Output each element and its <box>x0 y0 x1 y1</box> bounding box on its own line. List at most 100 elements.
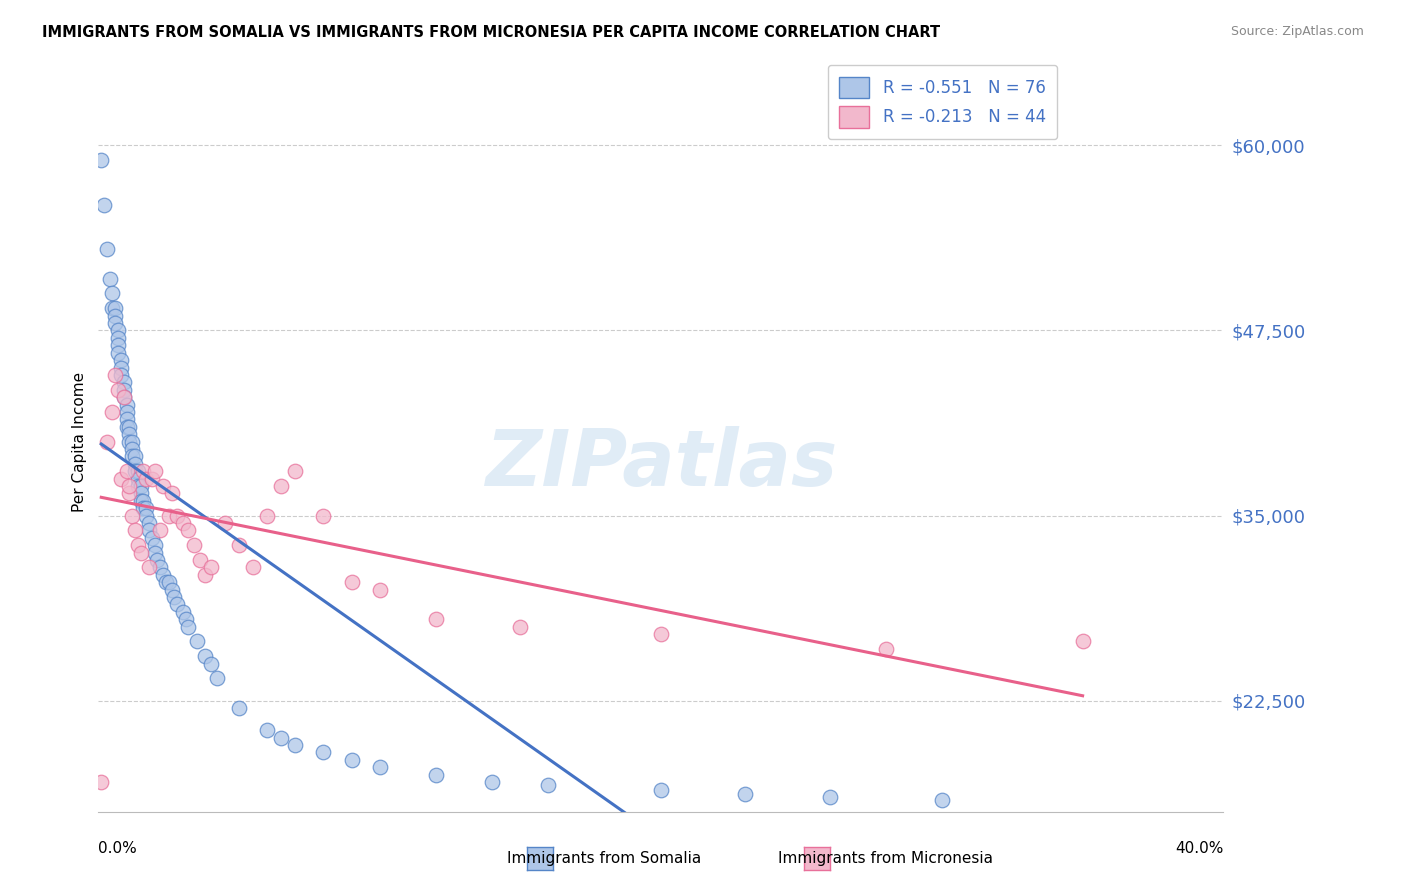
Point <box>96 242 118 256</box>
Point <box>132 464 155 478</box>
Point <box>121 442 143 456</box>
Point <box>650 627 672 641</box>
Point <box>127 464 149 478</box>
Point <box>124 450 146 464</box>
Point <box>183 538 205 552</box>
Point <box>368 760 391 774</box>
Point <box>121 450 143 464</box>
Point <box>155 575 177 590</box>
Point <box>112 390 135 404</box>
Point <box>143 546 166 560</box>
Point <box>425 767 447 781</box>
Point <box>129 479 152 493</box>
Point <box>115 405 138 419</box>
Point <box>875 641 897 656</box>
Point <box>104 316 127 330</box>
Point <box>124 464 146 478</box>
Point <box>115 419 138 434</box>
Point <box>152 479 174 493</box>
Point <box>118 427 141 442</box>
Point <box>143 464 166 478</box>
Point <box>194 567 217 582</box>
Text: ZIPatlas: ZIPatlas <box>485 425 837 502</box>
Point <box>115 412 138 426</box>
Point <box>186 634 208 648</box>
Point <box>132 501 155 516</box>
Point <box>172 605 194 619</box>
Point <box>242 560 264 574</box>
Text: IMMIGRANTS FROM SOMALIA VS IMMIGRANTS FROM MICRONESIA PER CAPITA INCOME CORRELAT: IMMIGRANTS FROM SOMALIA VS IMMIGRANTS FR… <box>42 25 941 40</box>
Point <box>157 575 180 590</box>
Point <box>177 524 200 538</box>
Point <box>146 553 169 567</box>
Point <box>256 508 278 523</box>
Text: Source: ZipAtlas.com: Source: ZipAtlas.com <box>1230 25 1364 38</box>
Point <box>174 612 197 626</box>
Point <box>132 493 155 508</box>
Point <box>509 619 531 633</box>
Text: 0.0%: 0.0% <box>98 841 138 856</box>
Point <box>228 701 250 715</box>
Point <box>194 649 217 664</box>
Point <box>172 516 194 530</box>
Point <box>152 567 174 582</box>
Point <box>110 353 132 368</box>
Point <box>129 493 152 508</box>
Point <box>138 560 160 574</box>
Point <box>734 787 756 801</box>
Point <box>143 538 166 552</box>
Point <box>1071 634 1094 648</box>
Point <box>270 479 292 493</box>
Point <box>160 486 183 500</box>
Point <box>93 197 115 211</box>
Point <box>107 324 129 338</box>
Point <box>121 508 143 523</box>
Point <box>200 560 222 574</box>
Point <box>96 434 118 449</box>
Point <box>166 508 188 523</box>
Point <box>101 405 124 419</box>
Point <box>127 479 149 493</box>
Point <box>177 619 200 633</box>
Point <box>127 471 149 485</box>
Point <box>121 434 143 449</box>
Point <box>481 775 503 789</box>
Point <box>118 419 141 434</box>
Point <box>112 390 135 404</box>
Point <box>129 486 152 500</box>
Point <box>256 723 278 738</box>
Point <box>284 738 307 752</box>
Legend: R = -0.551   N = 76, R = -0.213   N = 44: R = -0.551 N = 76, R = -0.213 N = 44 <box>828 65 1057 139</box>
Point <box>166 598 188 612</box>
Point <box>107 338 129 352</box>
Point <box>112 376 135 390</box>
Point <box>104 309 127 323</box>
Point <box>200 657 222 671</box>
Point <box>138 516 160 530</box>
Point <box>340 753 363 767</box>
Point <box>110 368 132 382</box>
Point <box>160 582 183 597</box>
Point <box>537 778 560 792</box>
Point <box>101 286 124 301</box>
Point <box>818 789 841 804</box>
Point <box>90 775 112 789</box>
Y-axis label: Per Capita Income: Per Capita Income <box>72 371 87 512</box>
Point <box>101 301 124 316</box>
Point <box>135 501 157 516</box>
Point <box>141 471 163 485</box>
Point <box>149 524 172 538</box>
Text: Immigrants from Micronesia: Immigrants from Micronesia <box>779 851 993 865</box>
Point <box>129 546 152 560</box>
Point <box>107 331 129 345</box>
Point <box>157 508 180 523</box>
Point <box>124 457 146 471</box>
Point <box>931 793 953 807</box>
Point <box>163 590 186 604</box>
Point <box>214 516 236 530</box>
Point <box>107 345 129 359</box>
Point <box>104 301 127 316</box>
Point <box>138 524 160 538</box>
Point <box>312 746 335 760</box>
Point <box>98 271 121 285</box>
